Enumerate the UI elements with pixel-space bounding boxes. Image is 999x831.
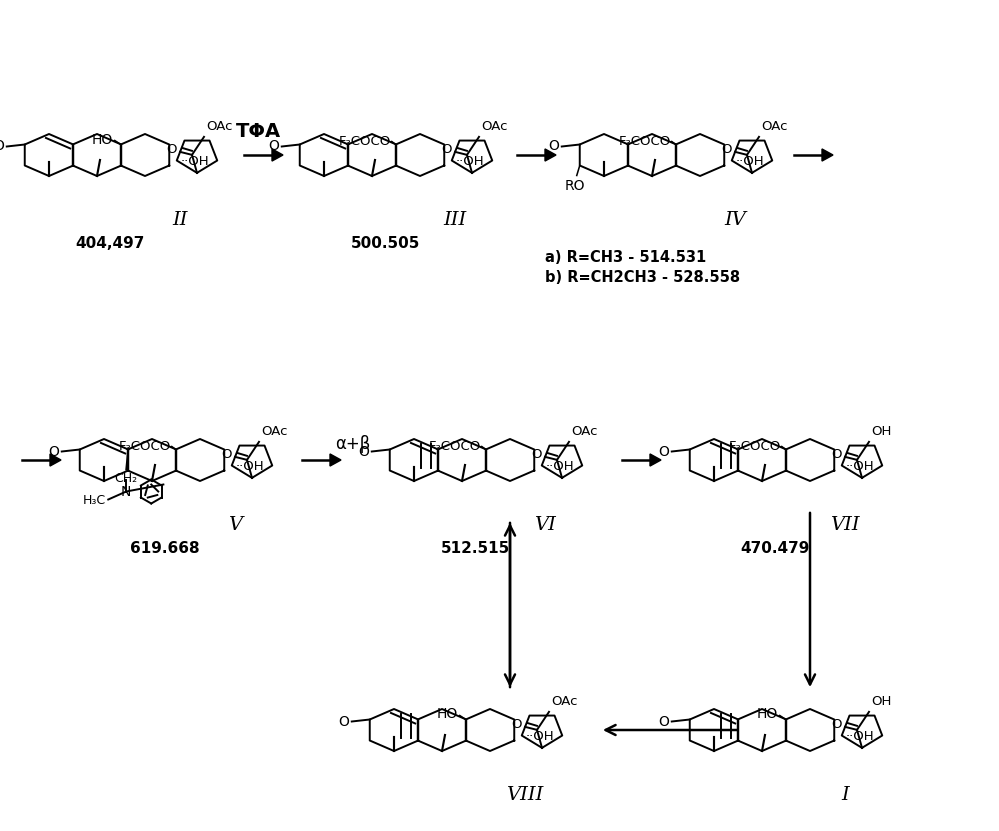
Text: ТΦА: ТΦА (236, 122, 281, 141)
Text: O: O (338, 715, 349, 729)
Text: CH₂: CH₂ (115, 471, 138, 484)
Text: ··OH: ··OH (735, 155, 764, 168)
Text: ··OH: ··OH (525, 730, 554, 743)
Text: F₃COCO: F₃COCO (339, 135, 391, 148)
Text: 512.515: 512.515 (441, 541, 509, 556)
Text: O: O (268, 140, 279, 154)
Text: HO: HO (437, 707, 458, 721)
Polygon shape (822, 149, 833, 161)
Text: O: O (531, 449, 542, 461)
Text: O: O (721, 144, 732, 156)
Text: III: III (444, 211, 467, 229)
Text: F₃COCO: F₃COCO (728, 440, 781, 453)
Text: ··OH: ··OH (846, 730, 874, 743)
Text: 500.505: 500.505 (351, 236, 420, 251)
Text: O: O (48, 445, 59, 459)
Text: VIII: VIII (506, 786, 543, 804)
Text: ··OH: ··OH (181, 155, 210, 168)
Polygon shape (650, 454, 661, 466)
Text: ··OH: ··OH (236, 460, 265, 473)
Text: O: O (831, 718, 842, 731)
Text: OAc: OAc (261, 425, 288, 438)
Polygon shape (50, 454, 61, 466)
Text: 404,497: 404,497 (75, 236, 145, 251)
Text: ··OH: ··OH (545, 460, 574, 473)
Text: O: O (0, 140, 4, 154)
Text: O: O (442, 144, 452, 156)
Text: F₃COCO: F₃COCO (119, 440, 171, 453)
Text: O: O (167, 144, 177, 156)
Text: 470.479: 470.479 (740, 541, 809, 556)
Text: O: O (658, 715, 668, 729)
Polygon shape (545, 149, 556, 161)
Text: VI: VI (534, 516, 555, 534)
Text: O: O (511, 718, 522, 731)
Text: V: V (228, 516, 242, 534)
Text: HO: HO (92, 132, 113, 146)
Text: a) R=CH3 - 514.531: a) R=CH3 - 514.531 (545, 250, 706, 265)
Text: II: II (172, 211, 188, 229)
Text: RO: RO (564, 179, 585, 194)
Text: ··OH: ··OH (456, 155, 485, 168)
Text: N: N (121, 484, 132, 499)
Text: O: O (222, 449, 232, 461)
Text: F₃COCO: F₃COCO (618, 135, 670, 148)
Text: OAc: OAc (571, 425, 597, 438)
Text: O: O (547, 140, 558, 154)
Text: α+β: α+β (335, 435, 371, 453)
Text: HO: HO (756, 707, 778, 721)
Text: I: I (841, 786, 849, 804)
Text: ··OH: ··OH (846, 460, 874, 473)
Text: VII: VII (830, 516, 860, 534)
Polygon shape (272, 149, 283, 161)
Text: O: O (831, 449, 842, 461)
Text: OH: OH (871, 425, 891, 438)
Text: OAc: OAc (551, 695, 577, 708)
Text: O: O (358, 445, 369, 459)
Text: F₃COCO: F₃COCO (429, 440, 481, 453)
Text: O: O (658, 445, 668, 459)
Text: OAc: OAc (206, 120, 233, 133)
Text: OAc: OAc (481, 120, 507, 133)
Text: IV: IV (724, 211, 746, 229)
Text: 619.668: 619.668 (130, 541, 200, 556)
Text: OH: OH (871, 695, 891, 708)
Text: OAc: OAc (761, 120, 787, 133)
Text: b) R=CH2CH3 - 528.558: b) R=CH2CH3 - 528.558 (545, 270, 740, 285)
Polygon shape (330, 454, 341, 466)
Text: H₃C: H₃C (83, 494, 106, 507)
